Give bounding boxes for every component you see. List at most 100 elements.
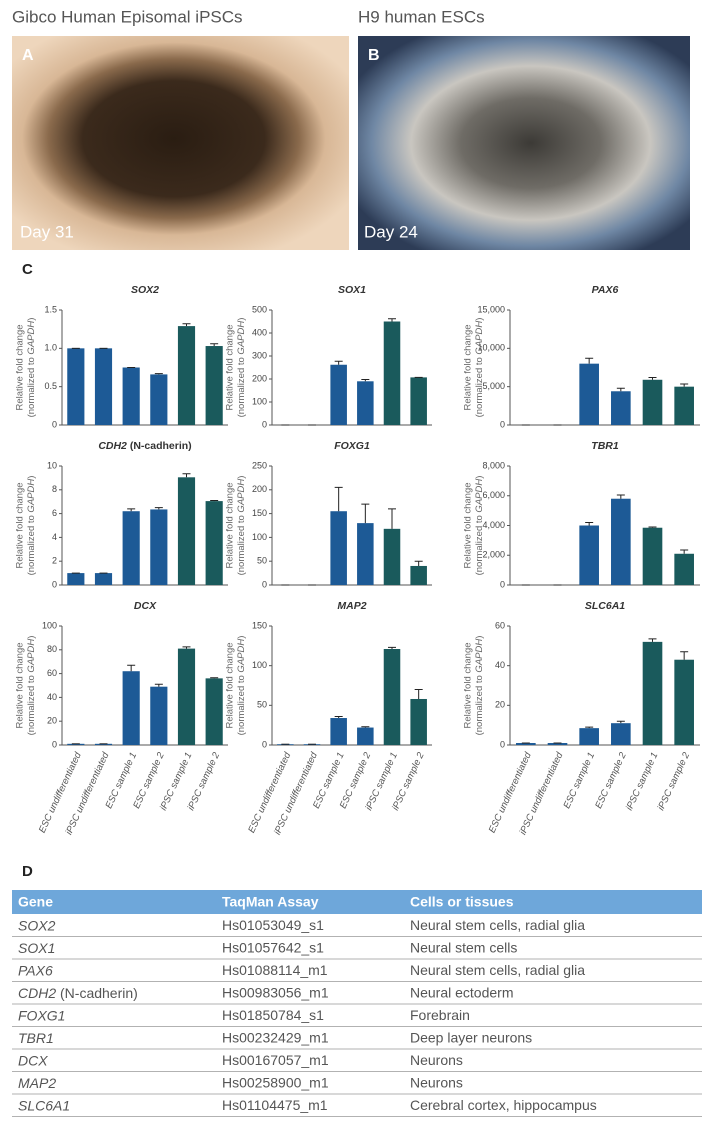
x-tick-label: ESC sample 2 xyxy=(593,750,629,810)
x-tick-label: iPSC sample 1 xyxy=(624,751,661,813)
table-cell: PAX6 xyxy=(18,962,53,978)
error-bar xyxy=(649,377,657,379)
error-bar xyxy=(127,509,135,511)
y-tick-label: 500 xyxy=(252,304,267,314)
y-axis-label-part: GAPDH xyxy=(474,321,485,355)
y-axis-label-part: ) xyxy=(236,476,247,479)
table-header-cell: Gene xyxy=(18,894,53,910)
table-cell: Hs00232429_m1 xyxy=(222,1029,329,1045)
gene-note: (N-cadherin) xyxy=(56,984,138,1000)
y-tick-label: 150 xyxy=(252,620,267,630)
gene-symbol: SLC6A1 xyxy=(18,1097,70,1113)
y-axis-label-part: (normalized to xyxy=(236,673,247,736)
table-cell: Neural stem cells, radial glia xyxy=(410,962,585,978)
bar xyxy=(611,499,631,585)
y-tick-label: 100 xyxy=(252,660,267,670)
error-bar xyxy=(680,384,688,387)
table-cell: Neural stem cells xyxy=(410,939,517,955)
chart-title: SLC6A1 xyxy=(585,600,625,612)
bar xyxy=(674,660,694,745)
y-axis-label-part: GAPDH xyxy=(236,321,247,355)
y-axis-label-part: GAPDH xyxy=(26,639,37,673)
bar xyxy=(123,671,140,745)
table-cell: Hs00167057_m1 xyxy=(222,1052,329,1068)
error-bar xyxy=(388,319,396,322)
chart-title: DCX xyxy=(134,600,157,612)
y-axis-label: (normalized to GAPDH) xyxy=(26,636,37,736)
y-axis-label-part: (normalized to xyxy=(26,513,37,576)
gene-symbol: FOXG1 xyxy=(18,1007,65,1023)
bar xyxy=(95,573,112,585)
chart-title: FOXG1 xyxy=(334,440,370,452)
table-cell: MAP2 xyxy=(18,1074,56,1090)
bar xyxy=(150,687,167,745)
y-tick-label: 10 xyxy=(47,460,57,470)
gene-symbol: DCX xyxy=(18,1052,48,1068)
y-axis-label-part: GAPDH xyxy=(26,479,37,513)
gene-symbol: SOX2 xyxy=(18,917,56,933)
y-axis-label: Relative fold change xyxy=(225,642,236,728)
y-axis-label-part: (normalized to xyxy=(26,673,37,736)
bar xyxy=(357,381,374,425)
bar xyxy=(579,728,599,745)
table-cell: SLC6A1 xyxy=(18,1097,70,1113)
bar xyxy=(384,322,401,426)
error-bar xyxy=(183,647,191,649)
bar xyxy=(150,374,167,425)
y-axis-label: Relative fold change xyxy=(15,324,26,410)
y-tick-label: 80 xyxy=(47,644,57,654)
y-axis-label-part: GAPDH xyxy=(26,321,37,355)
error-bar xyxy=(649,527,657,528)
panel-letter: D xyxy=(22,863,33,880)
title-gene: TBR1 xyxy=(591,440,619,452)
gene-symbol: MAP2 xyxy=(18,1074,56,1090)
bar xyxy=(123,368,140,426)
y-tick-label: 6,000 xyxy=(482,490,505,500)
error-bar xyxy=(335,716,343,718)
y-tick-label: 4,000 xyxy=(482,520,505,530)
y-tick-label: 20 xyxy=(47,716,57,726)
bar xyxy=(206,678,223,745)
error-bar xyxy=(183,324,191,326)
error-bar xyxy=(155,508,163,510)
bar xyxy=(410,377,427,425)
bar xyxy=(579,526,599,586)
bar xyxy=(410,699,427,745)
bar xyxy=(67,573,84,585)
table: GeneTaqMan AssayCells or tissuesSOX2Hs01… xyxy=(12,890,702,1117)
y-tick-label: 0 xyxy=(500,579,505,589)
table-cell: Hs01053049_s1 xyxy=(222,917,324,933)
bar xyxy=(611,723,631,745)
chart-title: SOX1 xyxy=(338,284,366,296)
bar xyxy=(330,718,347,745)
table-cell: Hs01057642_s1 xyxy=(222,939,324,955)
y-axis-label-part: ) xyxy=(236,318,247,321)
error-bar xyxy=(183,474,191,478)
bar xyxy=(150,509,167,585)
table-cell: Neural stem cells, radial glia xyxy=(410,917,585,933)
error-bar xyxy=(361,727,369,728)
y-tick-label: 0 xyxy=(262,579,267,589)
y-tick-label: 2,000 xyxy=(482,550,505,560)
y-axis-label-part: ) xyxy=(474,476,485,479)
y-axis-label-part: ) xyxy=(236,636,247,639)
y-axis-label-part: GAPDH xyxy=(236,639,247,673)
bar xyxy=(95,348,112,425)
y-axis-label: Relative fold change xyxy=(225,324,236,410)
bar xyxy=(178,649,195,745)
table-cell: Hs01850784_s1 xyxy=(222,1007,324,1023)
table-cell: SOX1 xyxy=(18,939,55,955)
y-tick-label: 2 xyxy=(52,556,57,566)
error-bar xyxy=(585,523,593,526)
image-caption: H9 human ESCs xyxy=(358,7,485,26)
y-tick-label: 100 xyxy=(252,532,267,542)
table-cell: Hs00983056_m1 xyxy=(222,984,329,1000)
y-tick-label: 20 xyxy=(495,700,505,710)
bar xyxy=(67,348,84,425)
bar xyxy=(123,511,140,585)
bar xyxy=(410,566,427,585)
y-axis-label: (normalized to GAPDH) xyxy=(236,476,247,576)
table-cell: DCX xyxy=(18,1052,48,1068)
y-tick-label: 40 xyxy=(47,692,57,702)
